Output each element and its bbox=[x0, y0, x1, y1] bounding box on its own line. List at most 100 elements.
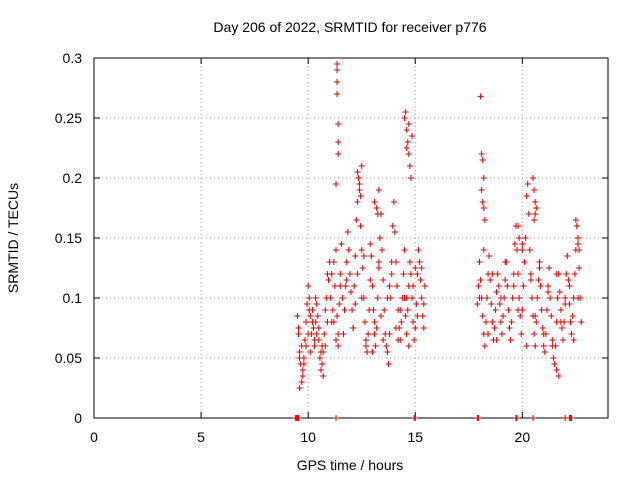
data-point bbox=[341, 307, 348, 313]
data-point bbox=[311, 343, 318, 349]
data-point bbox=[480, 175, 487, 181]
data-point bbox=[373, 205, 380, 211]
data-point bbox=[386, 283, 393, 289]
data-point bbox=[488, 301, 495, 307]
data-point bbox=[410, 283, 417, 289]
data-point bbox=[567, 319, 574, 325]
data-point bbox=[381, 307, 388, 313]
chart-title: Day 206 of 2022, SRMTID for receiver p77… bbox=[213, 19, 486, 35]
data-point bbox=[385, 361, 392, 367]
data-point bbox=[357, 223, 364, 229]
data-point bbox=[403, 331, 410, 337]
data-point bbox=[350, 325, 357, 331]
x-tick-label: 20 bbox=[515, 429, 531, 445]
data-point bbox=[510, 283, 517, 289]
data-point bbox=[296, 349, 303, 355]
data-point bbox=[336, 301, 343, 307]
data-point bbox=[335, 151, 342, 157]
data-point bbox=[553, 367, 560, 373]
data-point bbox=[533, 319, 540, 325]
data-point bbox=[379, 247, 386, 253]
data-point bbox=[340, 331, 347, 337]
data-point bbox=[416, 259, 423, 265]
data-point bbox=[412, 325, 419, 331]
data-point bbox=[365, 331, 372, 337]
data-point bbox=[328, 271, 335, 277]
data-point bbox=[315, 325, 322, 331]
data-point bbox=[392, 325, 399, 331]
data-point bbox=[417, 277, 424, 283]
data-point bbox=[405, 343, 412, 349]
data-point bbox=[521, 259, 528, 265]
data-point bbox=[335, 121, 342, 127]
data-point bbox=[546, 265, 553, 271]
data-point bbox=[334, 313, 341, 319]
data-point bbox=[295, 415, 302, 421]
data-point bbox=[502, 277, 509, 283]
data-point bbox=[476, 259, 483, 265]
data-point bbox=[339, 295, 346, 301]
y-axis-label: SRMTID / TECUs bbox=[5, 183, 21, 293]
data-point bbox=[556, 289, 563, 295]
x-tick-label: 0 bbox=[90, 429, 98, 445]
data-point bbox=[356, 187, 363, 193]
data-point bbox=[402, 313, 409, 319]
data-point bbox=[298, 379, 305, 385]
data-point bbox=[318, 367, 325, 373]
data-point bbox=[411, 337, 418, 343]
data-point bbox=[566, 283, 573, 289]
data-point bbox=[576, 247, 583, 253]
data-point bbox=[343, 277, 350, 283]
data-point bbox=[344, 229, 351, 235]
data-point bbox=[493, 289, 500, 295]
data-point bbox=[330, 259, 337, 265]
data-point bbox=[536, 259, 543, 265]
data-point bbox=[548, 313, 555, 319]
data-point bbox=[303, 343, 310, 349]
data-point bbox=[400, 271, 407, 277]
data-point bbox=[497, 319, 504, 325]
data-point bbox=[307, 313, 314, 319]
data-point bbox=[313, 301, 320, 307]
data-point bbox=[333, 337, 340, 343]
data-point bbox=[388, 271, 395, 277]
data-point bbox=[358, 247, 365, 253]
data-point bbox=[390, 199, 397, 205]
data-point bbox=[334, 61, 341, 67]
data-point bbox=[508, 319, 515, 325]
data-point bbox=[569, 313, 576, 319]
data-point bbox=[485, 331, 492, 337]
data-point bbox=[383, 343, 390, 349]
data-point bbox=[520, 283, 527, 289]
data-point bbox=[354, 271, 361, 277]
data-point bbox=[386, 331, 393, 337]
data-point bbox=[374, 295, 381, 301]
data-point bbox=[534, 295, 541, 301]
data-point bbox=[367, 241, 374, 247]
data-point bbox=[532, 343, 539, 349]
data-point bbox=[543, 307, 550, 313]
data-point bbox=[345, 247, 352, 253]
data-point bbox=[538, 307, 545, 313]
data-point bbox=[562, 301, 569, 307]
data-point bbox=[524, 181, 531, 187]
data-point bbox=[475, 283, 482, 289]
data-point bbox=[334, 79, 341, 85]
data-point bbox=[555, 373, 562, 379]
data-point bbox=[334, 91, 341, 97]
y-tick-label: 0.25 bbox=[55, 110, 82, 126]
data-point bbox=[535, 277, 542, 283]
data-point bbox=[410, 319, 417, 325]
data-point bbox=[401, 115, 408, 121]
data-point bbox=[518, 331, 525, 337]
data-point bbox=[578, 319, 585, 325]
data-point bbox=[305, 331, 312, 337]
data-point bbox=[531, 217, 538, 223]
data-point bbox=[354, 199, 361, 205]
data-point bbox=[360, 253, 367, 259]
data-point bbox=[547, 295, 554, 301]
data-point bbox=[478, 187, 485, 193]
data-point bbox=[374, 211, 381, 217]
data-point bbox=[377, 313, 384, 319]
y-tick-label: 0.1 bbox=[63, 290, 83, 306]
